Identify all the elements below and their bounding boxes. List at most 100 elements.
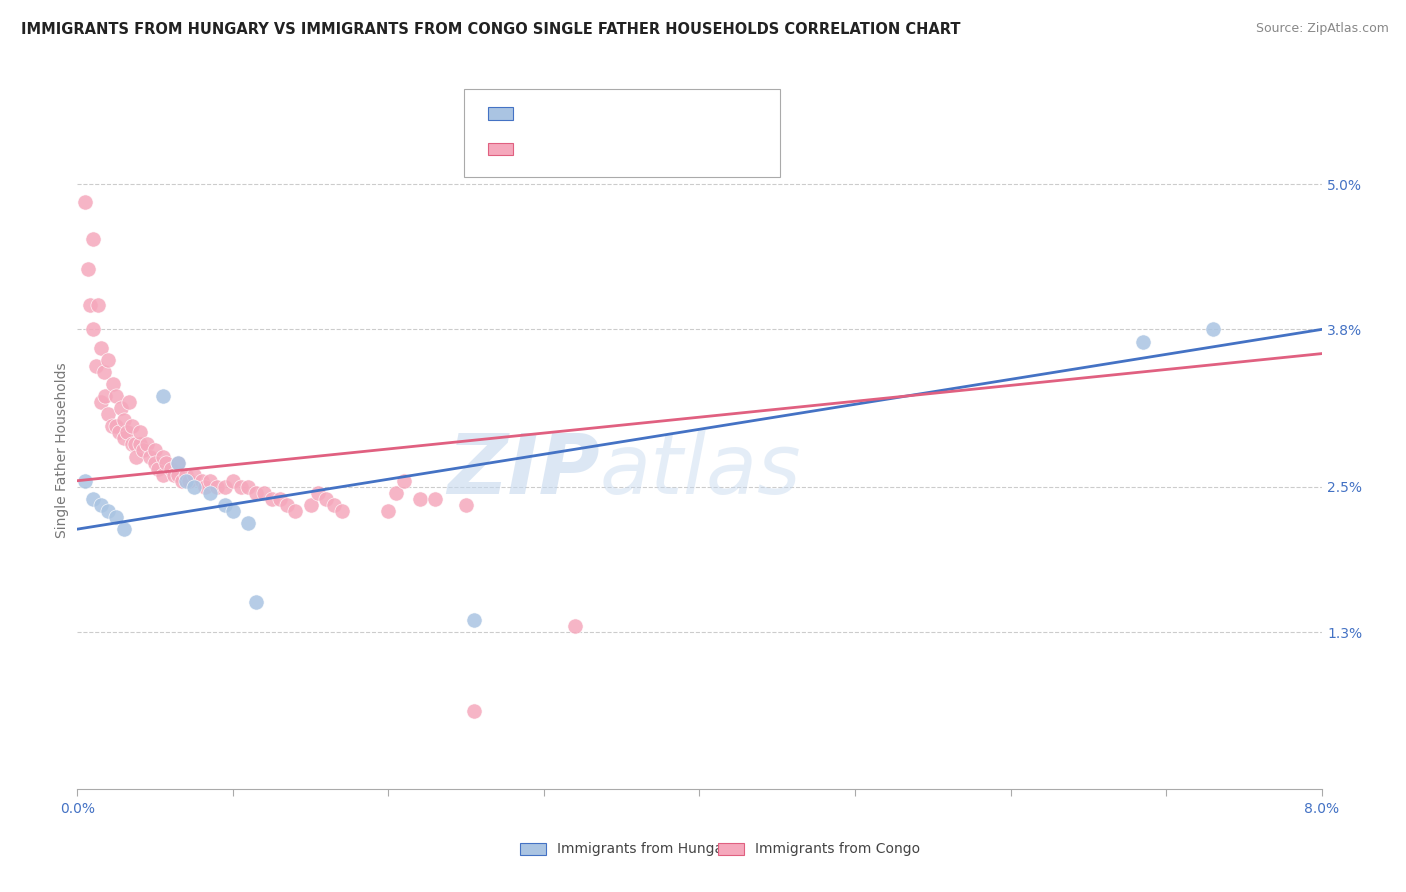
Point: [125, 450, 148, 464]
Point: [131, 443, 153, 458]
Point: [330, 504, 353, 518]
Text: N =: N =: [626, 142, 659, 156]
Text: R =: R =: [524, 106, 558, 120]
Point: [108, 425, 131, 440]
Point: [456, 498, 478, 512]
Point: [174, 474, 197, 488]
Text: IMMIGRANTS FROM HUNGARY VS IMMIGRANTS FROM CONGO SINGLE FATHER HOUSEHOLDS CORREL: IMMIGRANTS FROM HUNGARY VS IMMIGRANTS FR…: [21, 22, 960, 37]
Point: [253, 485, 276, 500]
Point: [323, 498, 346, 512]
Point: [155, 456, 177, 470]
Point: [392, 474, 415, 488]
Point: [163, 467, 186, 482]
Text: ZIP: ZIP: [447, 430, 600, 511]
Point: [90, 341, 112, 355]
Point: [112, 431, 135, 445]
Point: [105, 419, 128, 434]
Point: [408, 491, 430, 506]
Point: [152, 389, 174, 403]
Point: [191, 474, 214, 488]
Point: [377, 504, 399, 518]
Point: [315, 491, 337, 506]
Point: [214, 498, 236, 512]
Point: [128, 437, 150, 451]
Point: [110, 401, 132, 416]
Point: [121, 419, 143, 434]
Point: [1132, 334, 1154, 349]
Text: N =: N =: [626, 106, 659, 120]
Point: [100, 419, 122, 434]
Point: [198, 474, 221, 488]
Point: [124, 437, 146, 451]
Point: [207, 480, 229, 494]
Point: [214, 480, 236, 494]
Point: [121, 437, 143, 451]
Point: [115, 425, 138, 440]
Point: [167, 467, 190, 482]
Point: [276, 498, 298, 512]
Point: [307, 485, 329, 500]
Point: [128, 425, 150, 440]
Point: [82, 491, 104, 506]
Point: [1202, 322, 1225, 336]
Point: [238, 516, 260, 530]
Point: [385, 485, 408, 500]
Point: [94, 389, 117, 403]
Point: [152, 467, 174, 482]
Point: [238, 480, 260, 494]
Point: [260, 491, 283, 506]
Point: [105, 389, 128, 403]
Point: [269, 491, 291, 506]
Point: [86, 298, 108, 312]
Text: 0.128: 0.128: [560, 142, 607, 156]
Point: [143, 456, 166, 470]
Point: [152, 450, 174, 464]
Point: [93, 365, 115, 379]
Text: Immigrants from Hungary: Immigrants from Hungary: [557, 842, 737, 856]
Point: [423, 491, 446, 506]
Point: [75, 195, 97, 210]
Point: [194, 480, 217, 494]
Point: [159, 461, 181, 475]
Text: R =: R =: [524, 142, 558, 156]
Point: [139, 450, 162, 464]
Point: [90, 498, 112, 512]
Point: [183, 467, 205, 482]
Point: [79, 298, 101, 312]
Point: [245, 595, 267, 609]
Point: [136, 437, 159, 451]
Point: [75, 474, 97, 488]
Text: atlas: atlas: [600, 430, 801, 511]
Point: [101, 376, 124, 391]
Point: [174, 467, 197, 482]
Text: 18: 18: [661, 106, 682, 120]
Point: [222, 504, 245, 518]
Text: 73: 73: [661, 142, 682, 156]
Point: [112, 522, 135, 536]
Point: [167, 456, 190, 470]
Point: [245, 485, 267, 500]
Point: [105, 510, 128, 524]
Point: [229, 480, 252, 494]
Point: [222, 474, 245, 488]
Point: [179, 474, 201, 488]
Point: [112, 413, 135, 427]
Point: [284, 504, 307, 518]
Point: [97, 407, 120, 421]
Point: [97, 352, 120, 367]
Point: [143, 443, 166, 458]
Text: 0.316: 0.316: [560, 106, 607, 120]
Point: [82, 322, 104, 336]
Text: Source: ZipAtlas.com: Source: ZipAtlas.com: [1256, 22, 1389, 36]
Point: [90, 395, 112, 409]
Point: [148, 461, 170, 475]
Point: [183, 480, 205, 494]
Text: Immigrants from Congo: Immigrants from Congo: [755, 842, 920, 856]
Point: [564, 619, 586, 633]
Point: [463, 613, 485, 627]
Point: [167, 456, 190, 470]
Point: [82, 232, 104, 246]
Point: [463, 704, 485, 718]
Point: [198, 485, 221, 500]
Point: [77, 261, 100, 276]
